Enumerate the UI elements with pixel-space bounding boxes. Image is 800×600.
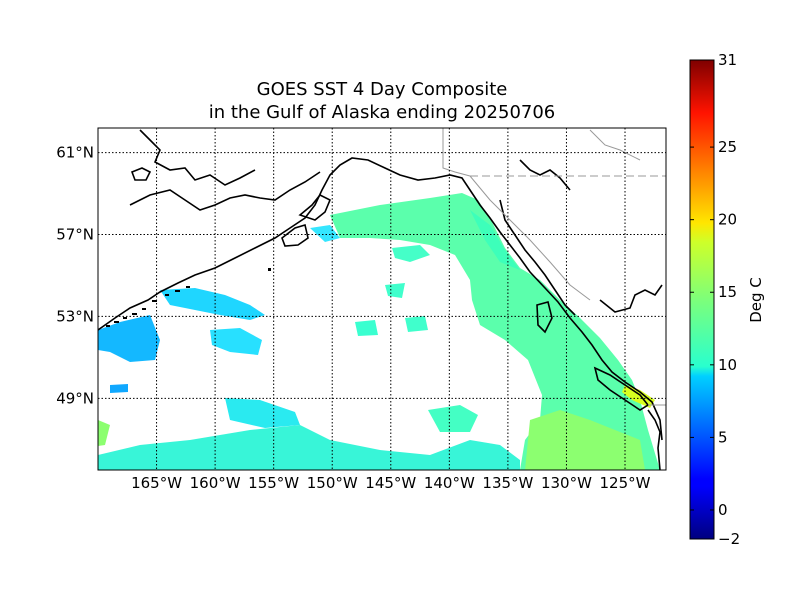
longitude-labels: 165°W 160°W 155°W 150°W 145°W 140°W 135°W 130°W…	[131, 474, 651, 492]
longitude-label: 160°W	[190, 474, 241, 492]
colorbar-tick-label: −2	[718, 530, 740, 548]
coastline-inland-north	[519, 159, 571, 191]
colorbar-tick-label: 25	[718, 138, 737, 156]
border-ne	[589, 129, 641, 161]
sst-region-west-patch-2	[210, 328, 262, 355]
colorbar-tick-label: 31	[718, 51, 737, 69]
coastline-inland-bc	[599, 284, 663, 313]
sst-region-west-patch-3	[110, 384, 128, 393]
latitude-label: 57°N	[56, 225, 94, 243]
coastline-nunivak	[130, 167, 152, 181]
coastline-haida-gwaii	[536, 301, 553, 334]
sst-region-south-patch-1	[225, 398, 300, 428]
colorbar-label: Deg C	[747, 277, 765, 323]
coastline-kenai	[298, 193, 332, 221]
sst-region-mid-patch-2	[405, 316, 428, 332]
colorbar-tick-label: 20	[718, 211, 737, 229]
border-panhandle	[469, 175, 591, 301]
longitude-label: 130°W	[541, 474, 592, 492]
sst-region-southwest-edge	[98, 420, 110, 446]
map-title: GOES SST 4 Day Composite in the Gulf of …	[98, 78, 666, 124]
sst-region-south-band	[98, 425, 520, 470]
sst-region-southeast-warm	[525, 410, 645, 470]
coastline-bristol-bay	[129, 171, 321, 211]
sst-region-mid-patch-3	[355, 320, 378, 336]
colorbar-ticks: 31 25 20 15 10 5 0 −2	[690, 51, 740, 548]
coastline-kodiak	[281, 223, 309, 247]
sst-region-south-patch-2	[428, 405, 478, 432]
coastline-alaska-mainland	[98, 157, 663, 441]
graticule	[98, 128, 666, 470]
political-borders	[442, 128, 666, 406]
latitude-label: 49°N	[56, 389, 94, 407]
coastlines	[98, 129, 663, 470]
colorbar-tick-label: 5	[718, 428, 728, 446]
sst-region-north-patch-2	[392, 245, 430, 262]
longitude-label: 135°W	[482, 474, 533, 492]
longitude-label: 150°W	[307, 474, 358, 492]
longitude-label: 125°W	[600, 474, 651, 492]
latitude-label: 61°N	[56, 144, 94, 162]
sst-region-west-aleutian	[98, 315, 160, 362]
longitude-label: 165°W	[131, 474, 182, 492]
colorbar-tick-label: 0	[718, 501, 728, 519]
latitude-labels: 61°N 57°N 53°N 49°N	[56, 144, 94, 408]
sst-region-west-patch-1	[160, 288, 265, 320]
longitude-label: 145°W	[365, 474, 416, 492]
map-frame	[97, 127, 667, 471]
title-line-2: in the Gulf of Alaska ending 20250706	[208, 102, 556, 123]
coastline-se-panhandle	[499, 199, 576, 316]
latitude-label: 53°N	[56, 307, 94, 325]
aleutian-islands	[106, 268, 271, 327]
longitude-label: 140°W	[424, 474, 475, 492]
sst-data-layer	[98, 193, 660, 470]
longitude-label: 155°W	[248, 474, 299, 492]
colorbar	[689, 59, 715, 540]
title-line-1: GOES SST 4 Day Composite	[256, 79, 508, 100]
sst-region-eastern-coastal	[330, 193, 660, 470]
coastline-washington	[647, 409, 661, 470]
coastline-vancouver-island	[593, 366, 650, 411]
sst-region-mid-patch-1	[385, 283, 405, 298]
colorbar-tick-label: 15	[718, 283, 737, 301]
colorbar-tick-label: 10	[718, 356, 737, 374]
